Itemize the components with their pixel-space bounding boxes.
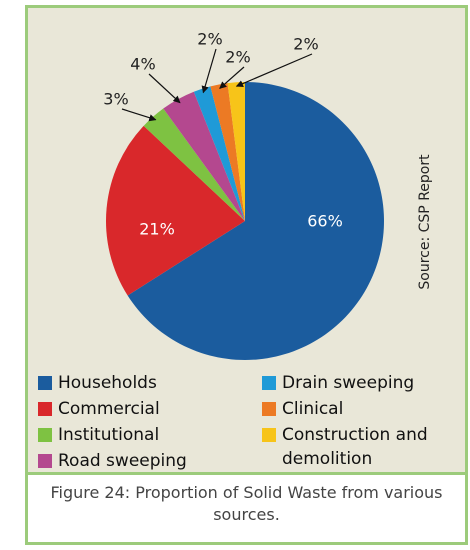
- source-note: Source: CSP Report: [417, 154, 433, 290]
- chart: Source: CSP Report 66%21%3%4%2%2%2%: [103, 30, 433, 361]
- legend-swatch: [38, 402, 52, 416]
- pie-slice: [106, 125, 245, 296]
- value-label: 2%: [293, 35, 318, 54]
- legend-label: Road sweeping: [58, 451, 187, 471]
- caption: Figure 24: Proportion of Solid Waste fro…: [50, 482, 443, 524]
- legend-item: Commercial: [38, 397, 262, 423]
- legend: Households Commercial Institutional Road sw…: [38, 371, 442, 475]
- value-label: 2%: [197, 30, 222, 49]
- pie-slice: [227, 82, 245, 221]
- value-label: 4%: [130, 55, 155, 74]
- legend-label: Clinical: [282, 399, 344, 419]
- legend-swatch: [38, 376, 52, 390]
- legend-item: Clinical: [262, 397, 442, 423]
- pie-slice: [193, 86, 245, 221]
- pie-slice: [143, 108, 245, 221]
- legend-label: Institutional: [58, 425, 160, 445]
- legend-item: Drain sweeping: [262, 371, 442, 397]
- label-arrow: [235, 53, 313, 88]
- legend-item: Households: [38, 371, 262, 397]
- label-arrow: [148, 73, 181, 104]
- label-arrow: [121, 108, 157, 122]
- pie-slice: [127, 82, 384, 361]
- legend-item: Institutional: [38, 423, 262, 449]
- legend-item: Road sweeping: [38, 449, 262, 475]
- legend-label: Commercial: [58, 399, 160, 419]
- legend-item: Construction and demolition: [262, 423, 442, 469]
- legend-swatch: [38, 454, 52, 468]
- legend-label: Drain sweeping: [282, 373, 415, 393]
- value-label: 2%: [225, 48, 250, 67]
- value-label: 66%: [307, 212, 343, 231]
- value-label: 21%: [139, 220, 175, 239]
- label-arrow: [219, 66, 245, 89]
- pie-slice: [163, 91, 245, 221]
- legend-swatch: [262, 428, 276, 442]
- legend-swatch: [38, 428, 52, 442]
- legend-swatch: [262, 376, 276, 390]
- legend-swatch: [262, 402, 276, 416]
- label-arrow: [201, 48, 217, 94]
- legend-label: Households: [58, 373, 157, 393]
- value-label: 3%: [103, 90, 128, 109]
- legend-label: Construction and demolition: [282, 425, 428, 469]
- pie-slice: [210, 83, 245, 221]
